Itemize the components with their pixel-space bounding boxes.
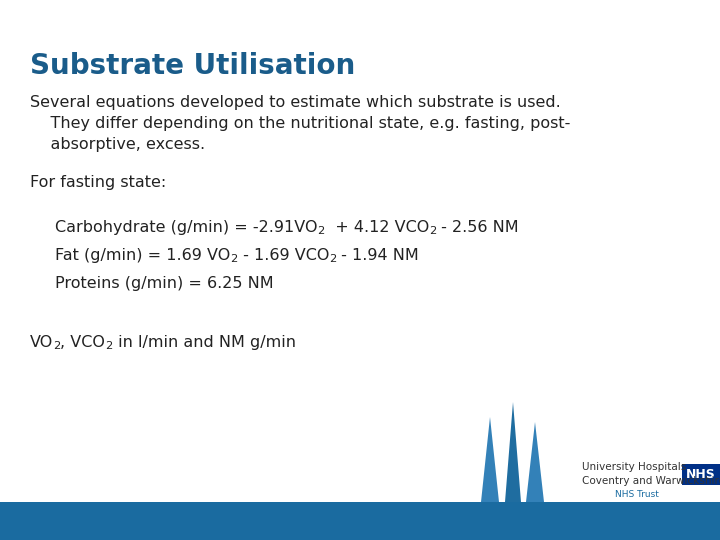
Text: Substrate Utilisation: Substrate Utilisation xyxy=(30,52,355,80)
Text: - 1.69 VCO: - 1.69 VCO xyxy=(238,248,329,263)
Text: Several equations developed to estimate which substrate is used.: Several equations developed to estimate … xyxy=(30,95,561,110)
Text: NHS Trust: NHS Trust xyxy=(615,490,659,499)
Text: absorptive, excess.: absorptive, excess. xyxy=(30,137,205,152)
Polygon shape xyxy=(481,417,499,502)
Text: VO: VO xyxy=(30,335,53,350)
Text: Fat (g/min) = 1.69 VO: Fat (g/min) = 1.69 VO xyxy=(55,248,230,263)
Text: + 4.12 VCO: + 4.12 VCO xyxy=(325,220,429,235)
Bar xyxy=(0,502,720,540)
Text: Carbohydrate (g/min) = -2.91VO: Carbohydrate (g/min) = -2.91VO xyxy=(55,220,318,235)
Text: - 2.56 NM: - 2.56 NM xyxy=(436,220,519,235)
Text: They differ depending on the nutritional state, e.g. fasting, post-: They differ depending on the nutritional… xyxy=(30,116,570,131)
Text: NHS: NHS xyxy=(686,468,716,481)
Text: Coventry and Warwickshire: Coventry and Warwickshire xyxy=(582,476,720,486)
Polygon shape xyxy=(526,422,544,502)
Text: 2: 2 xyxy=(230,254,238,264)
Text: 2: 2 xyxy=(329,254,336,264)
Text: in l/min and NM g/min: in l/min and NM g/min xyxy=(112,335,296,350)
Text: - 1.94 NM: - 1.94 NM xyxy=(336,248,419,263)
Text: For fasting state:: For fasting state: xyxy=(30,175,166,190)
Text: 2: 2 xyxy=(105,341,112,352)
Text: 2: 2 xyxy=(53,341,60,352)
Text: 2: 2 xyxy=(318,226,325,237)
Polygon shape xyxy=(505,402,521,502)
Text: Proteins (g/min) = 6.25 NM: Proteins (g/min) = 6.25 NM xyxy=(55,276,274,291)
Text: University Hospitals: University Hospitals xyxy=(582,462,686,472)
Text: , VCO: , VCO xyxy=(60,335,105,350)
Text: 2: 2 xyxy=(429,226,436,237)
